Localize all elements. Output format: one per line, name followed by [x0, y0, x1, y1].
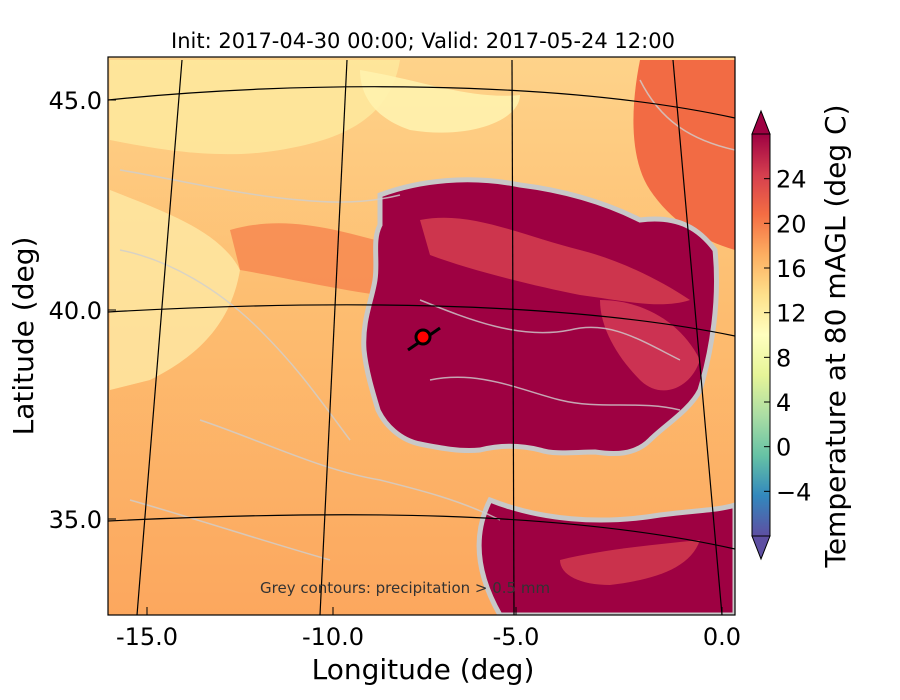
- colorbar-extend-min: [751, 535, 771, 561]
- meridian-minus5: [511, 59, 515, 615]
- colorbar-tick-label: 24: [776, 166, 807, 194]
- x-tick-label: 0.0: [703, 623, 741, 651]
- parallel-45: [108, 86, 735, 119]
- x-tick-label: -15.0: [116, 623, 178, 651]
- graticule-lines: [108, 59, 735, 615]
- parallel-35: [108, 514, 735, 550]
- colorbar-tick-label: 0: [776, 434, 791, 462]
- y-tick-label: 40.0: [49, 297, 102, 325]
- meridian-minus10: [319, 59, 348, 615]
- colorbar-tick-label: 8: [776, 344, 791, 372]
- colorbar-tick-label: 16: [776, 255, 807, 283]
- x-tick-label: -5.0: [493, 623, 540, 651]
- cool-sea-tongue: [110, 190, 240, 390]
- iberian-peninsula-land: [361, 177, 719, 456]
- map-title: Init: 2017-04-30 00:00; Valid: 2017-05-2…: [171, 29, 675, 53]
- colorbar-body: [751, 133, 771, 537]
- x-axis-label: Longitude (deg): [312, 653, 535, 686]
- colorbar-tick-label: −4: [776, 478, 811, 506]
- map-area: Grey contours: precipitation > 0.5 mm: [108, 57, 735, 615]
- y-axis-ticks: 45.0 40.0 35.0: [49, 87, 116, 534]
- northern-plateau-warm: [420, 217, 690, 305]
- meridian-minus15: [136, 59, 183, 615]
- cool-air-region: [110, 60, 400, 155]
- y-tick-label: 45.0: [49, 87, 102, 115]
- colorbar-tick-label: 4: [776, 389, 791, 417]
- atlas-warm-region: [560, 540, 700, 585]
- colorbar: −4 0 4 8 12 16 20 24 Temperature at 80 mAGL (de…: [751, 104, 852, 569]
- colorbar-tick-label: 20: [776, 210, 807, 238]
- precipitation-note: Grey contours: precipitation > 0.5 mm: [260, 579, 550, 597]
- colorbar-tick-label: 12: [776, 300, 807, 328]
- coolest-air-region: [360, 70, 520, 133]
- colorbar-extend-max: [751, 109, 771, 135]
- x-tick-label: -10.0: [302, 623, 364, 651]
- colorbar-ticks: −4 0 4 8 12 16 20 24: [764, 166, 811, 506]
- meridian-0: [672, 59, 723, 615]
- y-axis-label: Latitude (deg): [7, 237, 40, 436]
- parallel-40: [108, 304, 735, 337]
- map-frame: [107, 56, 736, 616]
- site-marker: [414, 328, 432, 346]
- x-axis-ticks: -15.0 -10.0 -5.0 0.0: [116, 607, 741, 651]
- colorbar-label: Temperature at 80 mAGL (deg C): [819, 104, 852, 568]
- y-tick-label: 35.0: [49, 506, 102, 534]
- precipitation-contours: [119, 79, 735, 561]
